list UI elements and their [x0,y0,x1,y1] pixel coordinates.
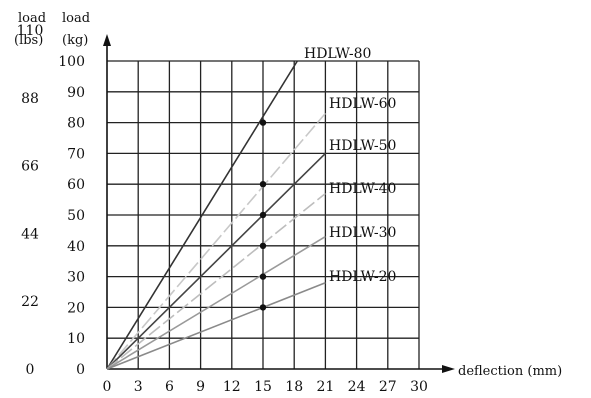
chart-series-labels: HDLW-80 HDLW-60 HDLW-50 HDLW-40 HDLW-30 HDLW-… [304,46,396,285]
x-axis-arrow [442,365,455,373]
marker-15-80 [259,119,267,126]
x-axis-title: deflection (mm) [458,364,562,379]
y-axis-title-lbs-line1: load [18,11,46,26]
y-tick-label-lbs-22: 22 [21,294,39,310]
series-line-hdlw-40 [106,192,326,370]
series-label-hdlw-30: HDLW-30 [329,225,396,241]
x-tick-label-18: 18 [285,379,303,395]
marker-15-30 [259,273,267,280]
series-label-hdlw-80: HDLW-80 [304,46,371,62]
marker-15-60 [259,181,267,188]
x-tick-label-24: 24 [348,379,366,395]
y-tick-label-kg-20: 20 [67,300,85,316]
series-line-hdlw-50 [106,152,326,370]
y-tick-label-kg-70: 70 [67,146,85,162]
chart-markers [259,119,267,311]
series-label-hdlw-40: HDLW-40 [329,181,396,197]
x-tick-label-30: 30 [410,379,428,395]
y-tick-label-lbs-44: 44 [21,226,39,242]
y-tick-label-kg-0: 0 [76,362,85,378]
marker-15-40 [259,242,267,249]
x-tick-label-6: 6 [165,379,174,395]
chart-series [106,60,327,370]
y-tick-label-lbs-110: 110 [17,23,44,39]
y-tick-label-lbs-0: 0 [26,362,35,378]
y-tick-label-kg-90: 90 [67,85,85,101]
y-axis-title-kg-line2: (kg) [62,33,88,48]
y-axis-title-lbs-line2: (lbs) [14,33,43,48]
series-line-hdlw-60 [106,112,327,370]
y-tick-label-kg-40: 40 [67,239,85,255]
marker-15-50 [259,211,267,219]
y-tick-label-lbs-88: 88 [21,91,39,107]
y-tick-label-kg-10: 10 [67,331,85,347]
y-tick-label-kg-50: 50 [67,208,85,224]
series-line-hdlw-20 [106,282,326,370]
x-tick-label-0: 0 [103,379,112,395]
x-tick-label-3: 3 [134,379,143,395]
x-tick-label-21: 21 [316,379,334,395]
y-tick-label-kg-100: 100 [58,54,85,70]
series-label-hdlw-60: HDLW-60 [329,96,396,112]
y-tick-label-kg-60: 60 [67,177,85,193]
y-axis-title-kg-line1: load [62,11,90,26]
x-tick-label-15: 15 [254,379,272,395]
series-label-hdlw-50: HDLW-50 [329,138,396,154]
y-axis-arrow [103,34,111,46]
series-label-hdlw-20: HDLW-20 [329,269,396,285]
y-tick-label-kg-80: 80 [67,116,85,132]
x-tick-label-12: 12 [223,379,241,395]
y-tick-label-lbs-66: 66 [21,159,39,175]
x-tick-label-9: 9 [196,379,205,395]
x-tick-label-27: 27 [379,379,397,395]
marker-15-20 [259,304,267,311]
series-line-hdlw-80 [106,60,299,370]
chart-axes [103,34,455,373]
y-tick-label-kg-30: 30 [67,270,85,286]
chart-tick-labels: 0 3 6 9 12 15 18 21 24 27 30 0 10 20 30 40 50 60 70 80 90 100… [17,23,428,395]
series-line-hdlw-30 [106,235,326,370]
